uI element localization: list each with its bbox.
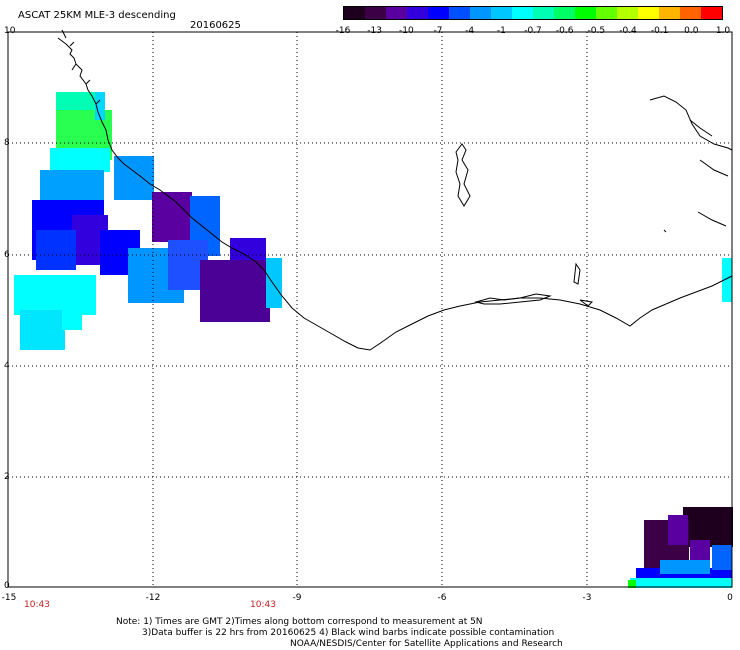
x-tick-minus-6: -6 xyxy=(437,593,447,603)
colorbar-swatch xyxy=(659,7,680,19)
colorbar-label: -13 xyxy=(367,26,383,36)
x-tick-0: 0 xyxy=(727,593,733,603)
colorbar-swatch xyxy=(680,7,701,19)
map-title: ASCAT 25KM MLE-3 descending xyxy=(18,10,176,21)
colorbar-swatch xyxy=(533,7,554,19)
y-tick-10: 10 xyxy=(4,26,16,36)
time-label-left: 10:43 xyxy=(24,600,50,610)
colorbar xyxy=(343,6,723,20)
colorbar-swatch xyxy=(407,7,428,19)
colorbar-swatch xyxy=(554,7,575,19)
colorbar-label: -16 xyxy=(335,26,351,36)
credit-line: NOAA/NESDIS/Center for Satellite Applica… xyxy=(290,639,563,649)
map-date: 20160625 xyxy=(190,20,241,31)
colorbar-label: -10 xyxy=(398,26,414,36)
colorbar-swatch xyxy=(449,7,470,19)
colorbar-swatch xyxy=(428,7,449,19)
colorbar-label: 0.0 xyxy=(684,26,699,36)
y-tick-4: 4 xyxy=(4,361,10,371)
colorbar-label: -1 xyxy=(496,26,506,36)
colorbar-swatch xyxy=(386,7,407,19)
colorbar-label: -4 xyxy=(465,26,475,36)
colorbar-swatch xyxy=(512,7,533,19)
y-tick-0: 0 xyxy=(4,581,10,591)
colorbar-label: -0.1 xyxy=(650,26,669,36)
time-label-center: 10:43 xyxy=(250,600,276,610)
swath-cells xyxy=(14,92,733,588)
y-tick-6: 6 xyxy=(4,250,10,260)
colorbar-label: -0.5 xyxy=(587,26,606,36)
colorbar-swatch xyxy=(344,7,365,19)
colorbar-swatch xyxy=(701,7,722,19)
colorbar-label: -0.6 xyxy=(555,26,574,36)
y-tick-2: 2 xyxy=(4,472,10,482)
x-tick-minus-15: -15 xyxy=(1,593,17,603)
colorbar-label: -0.4 xyxy=(619,26,637,36)
colorbar-label: -0.7 xyxy=(524,26,542,36)
grid-lines xyxy=(8,32,732,587)
colorbar-label: 1.0 xyxy=(715,26,731,36)
note-line-1: Note: 1) Times are GMT 2)Times along bot… xyxy=(116,617,483,627)
x-tick-minus-3: -3 xyxy=(582,593,592,603)
colorbar-label: -7 xyxy=(433,26,443,36)
colorbar-swatch xyxy=(617,7,638,19)
x-tick-minus-9: -9 xyxy=(292,593,302,603)
y-tick-8: 8 xyxy=(4,138,10,148)
colorbar-swatch xyxy=(596,7,617,19)
colorbar-swatch xyxy=(365,7,386,19)
colorbar-swatch xyxy=(575,7,596,19)
x-tick-minus-12: -12 xyxy=(145,593,161,603)
colorbar-swatch xyxy=(470,7,491,19)
colorbar-swatch xyxy=(638,7,659,19)
plot-frame xyxy=(7,31,733,588)
note-line-2: 3)Data buffer is 22 hrs from 20160625 4)… xyxy=(142,628,555,638)
coastline xyxy=(57,29,733,351)
colorbar-swatch xyxy=(491,7,512,19)
